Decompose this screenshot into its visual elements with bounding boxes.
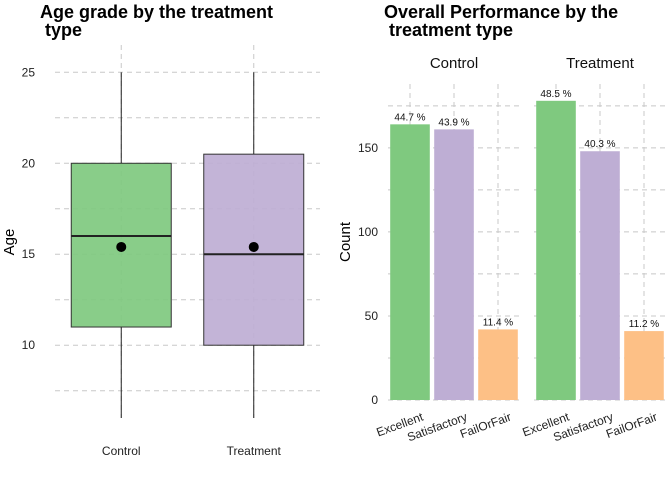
box-mean-point xyxy=(248,241,259,252)
facet-label: Treatment xyxy=(566,55,635,72)
facet-strip-labels: Control Treatment xyxy=(430,55,635,72)
bar-satisfactory xyxy=(434,129,474,400)
left-y-tick-labels: 10 15 20 25 xyxy=(22,65,36,352)
performance-barchart-panel: Overall Performance by the treatment typ… xyxy=(337,2,666,444)
bar-data-label: 11.2 % xyxy=(629,319,659,330)
y-tick-label: 150 xyxy=(358,141,378,155)
left-plot-marks xyxy=(70,72,305,418)
bar-excellent xyxy=(390,124,430,400)
bar-data-label: 48.5 % xyxy=(540,89,571,100)
bar-data-label: 11.4 % xyxy=(483,317,513,328)
y-tick-label: 10 xyxy=(22,338,36,352)
facet-label: Control xyxy=(430,55,478,72)
y-tick-label: 0 xyxy=(371,393,378,407)
age-boxplot-panel: Age grade by the treatment type 10 15 20 25… xyxy=(1,2,320,458)
bar-data-label: 44.7 % xyxy=(394,112,425,123)
y-tick-label: 25 xyxy=(22,65,36,79)
bar-failorfair xyxy=(624,331,664,400)
bar-excellent xyxy=(536,100,576,401)
bar-data-label: 43.9 % xyxy=(438,117,469,128)
y-tick-label: 100 xyxy=(358,225,378,239)
right-chart-title: Overall Performance by the treatment typ… xyxy=(384,2,618,40)
right-y-axis-title: Count xyxy=(337,221,354,262)
y-tick-label: 50 xyxy=(365,309,379,323)
bar-data-label: 40.3 % xyxy=(584,139,615,150)
bar-satisfactory xyxy=(580,151,620,400)
left-y-axis-title: Age xyxy=(1,229,18,256)
right-y-tick-labels: 0 50 100 150 xyxy=(358,141,378,407)
right-plot-marks: 44.7 % 43.9 % 11.4 % 48.5 % 40.3 % 11.2 % xyxy=(390,89,664,401)
bar-failorfair xyxy=(478,329,518,400)
y-tick-label: 15 xyxy=(22,247,36,261)
left-x-tick-labels: Control Treatment xyxy=(102,444,282,458)
box-treatment xyxy=(203,153,305,346)
x-tick-label: Control xyxy=(102,444,141,458)
box-mean-point xyxy=(116,241,127,252)
x-tick-label: Treatment xyxy=(227,444,282,458)
left-chart-title: Age grade by the treatment type xyxy=(40,2,273,40)
y-tick-label: 20 xyxy=(22,156,36,170)
